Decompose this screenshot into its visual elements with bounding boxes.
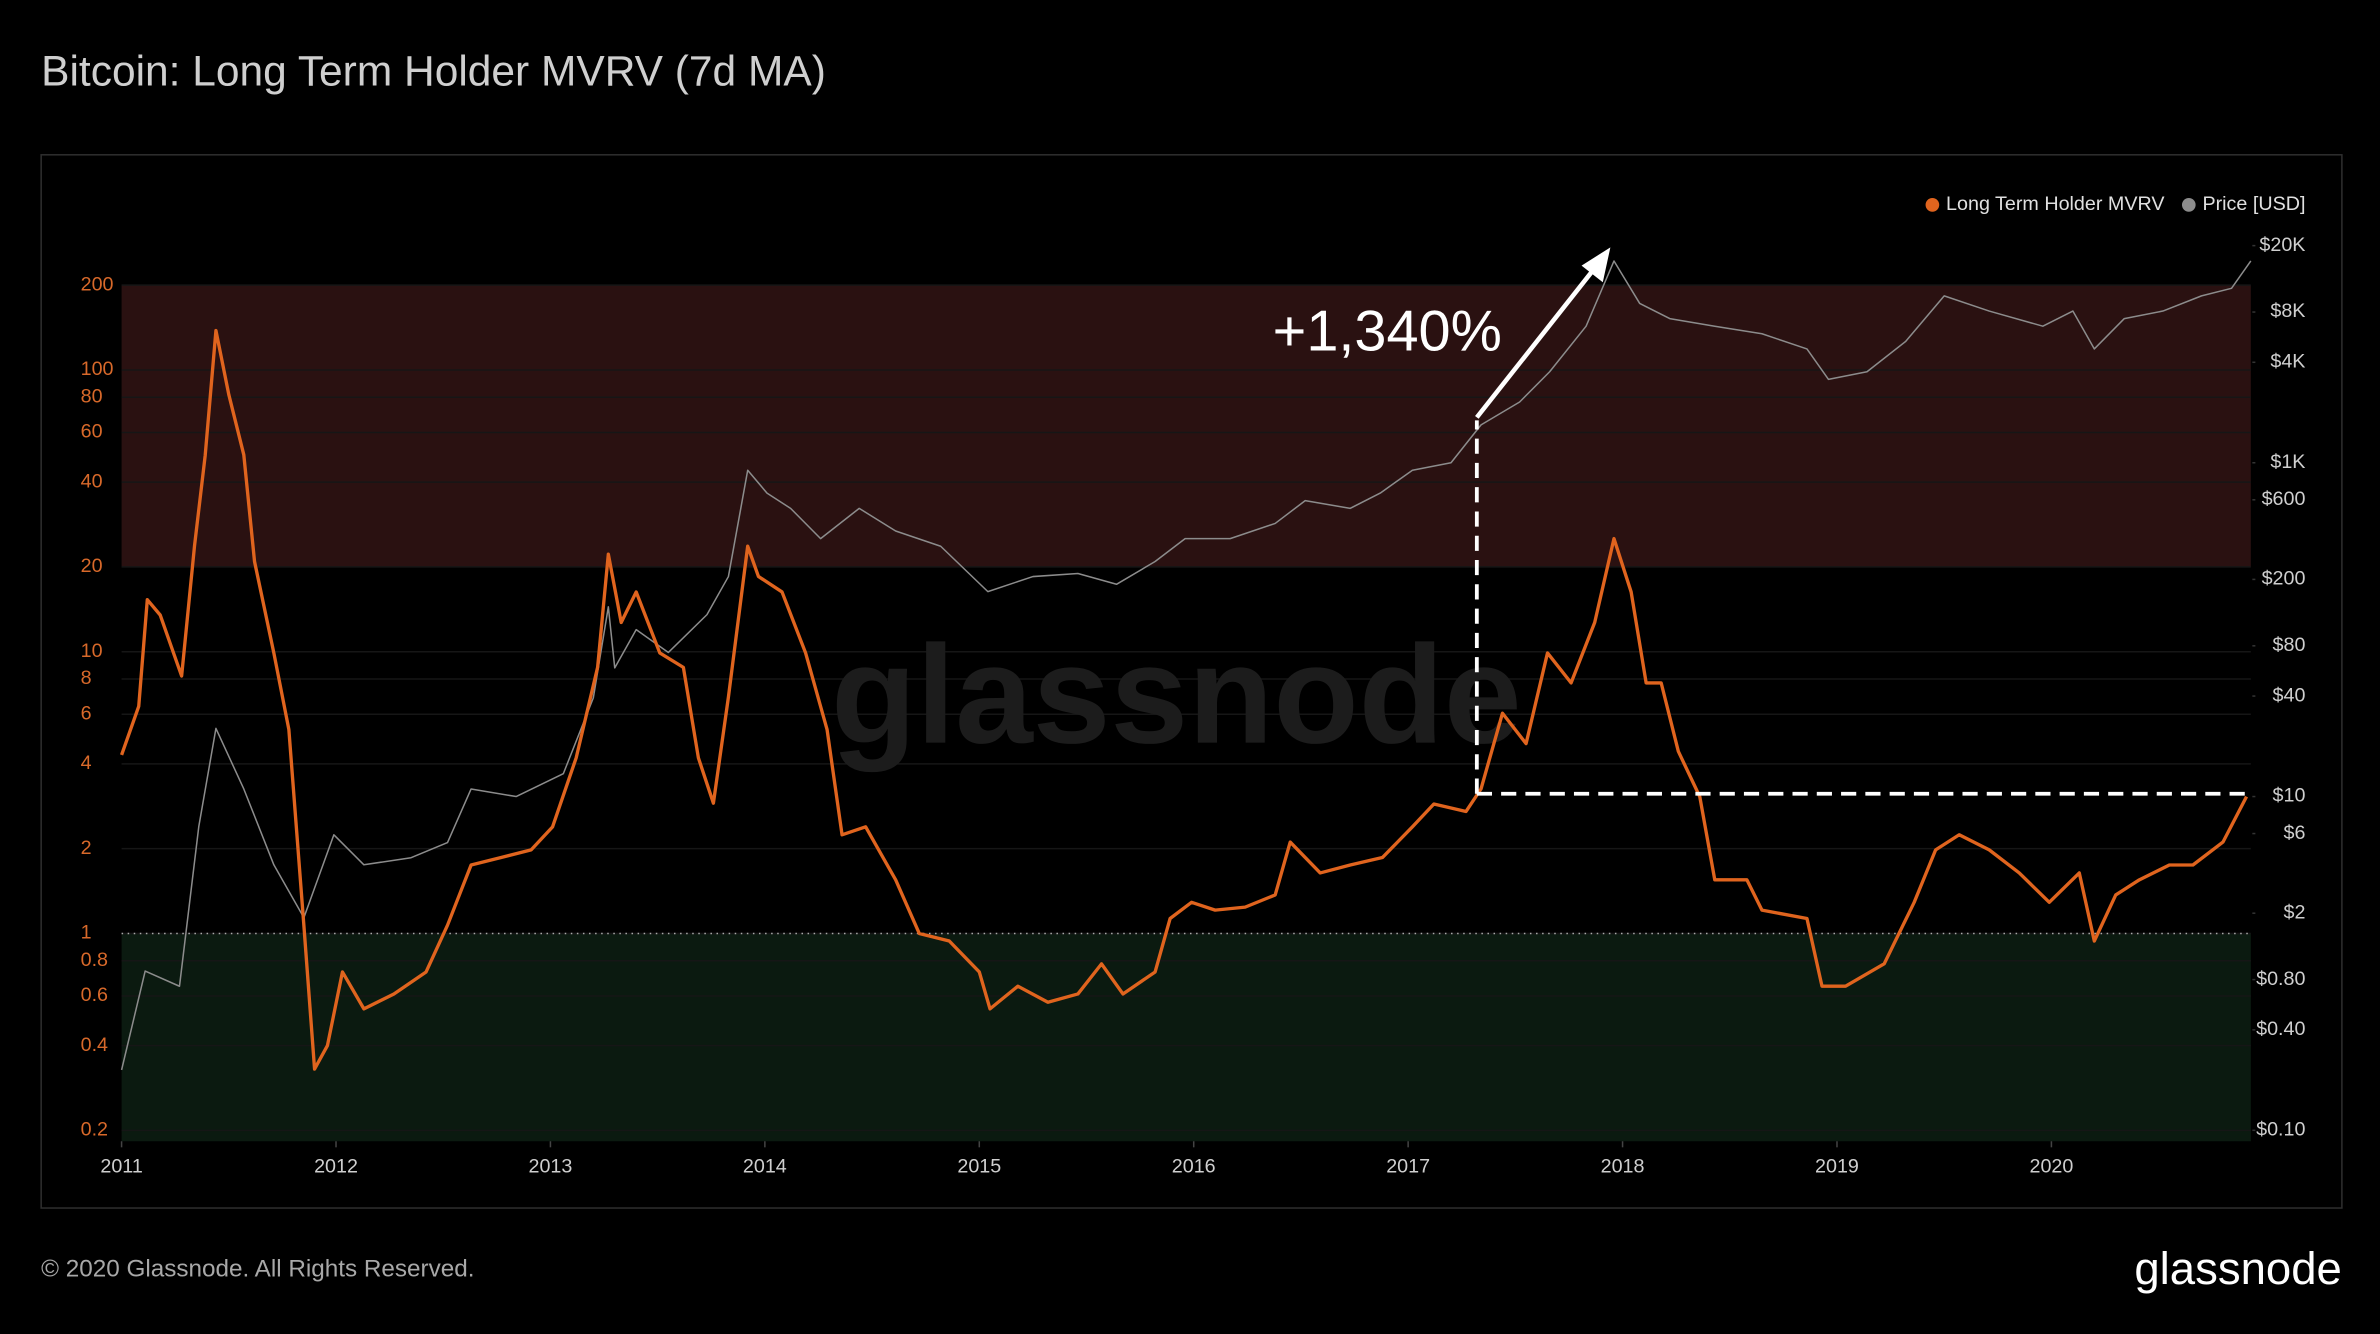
x-tick-label: 2011 — [100, 1155, 142, 1177]
copyright: © 2020 Glassnode. All Rights Reserved. — [41, 1256, 474, 1283]
x-tick-label: 2013 — [528, 1155, 572, 1177]
x-tick-label: 2017 — [1386, 1155, 1430, 1177]
zone — [121, 933, 2251, 1142]
x-tick-label: 2016 — [1172, 1155, 1216, 1177]
y-tick-label: 100 — [81, 358, 114, 380]
arrow-head — [1581, 247, 1611, 283]
y-tick-label: 200 — [81, 273, 114, 295]
y-tick-label: 2 — [81, 837, 92, 859]
y2-tick-label: $0.40 — [2256, 1018, 2305, 1040]
y2-tick-label: $6 — [2284, 822, 2306, 844]
chart-title: Bitcoin: Long Term Holder MVRV (7d MA) — [41, 49, 826, 96]
y-tick-label: 60 — [81, 421, 103, 443]
zones — [121, 284, 2251, 1142]
zone — [121, 285, 2251, 567]
plot: 0.2 0.4 0.6 0.8 1 2 4 6 8 10 20 40 60 80 100 200 $0.10 $0… — [81, 193, 2306, 1177]
y2-tick-label: $10 — [2273, 785, 2306, 807]
legend-marker — [1925, 198, 1940, 212]
x-tick-label: 2019 — [1815, 1155, 1859, 1177]
legend-label: Long Term Holder MVRV — [1946, 193, 2165, 215]
y-tick-label: 20 — [81, 555, 103, 577]
series-line — [120, 260, 2252, 1071]
brand-logo: glassnode — [2134, 1243, 2342, 1294]
y2-tick-label: $80 — [2273, 634, 2306, 656]
y2-tick-label: $4K — [2270, 350, 2305, 372]
x-tick-label: 2020 — [2029, 1155, 2073, 1177]
series-line — [120, 328, 2249, 1071]
y-tick-label: 0.8 — [81, 949, 108, 971]
y2-tick-label: $8K — [2270, 300, 2305, 322]
x-tick-label: 2018 — [1601, 1155, 1645, 1177]
watermark: glassnode — [831, 617, 1521, 773]
annotation: +1,340% — [1273, 300, 1502, 364]
y-tick-label: 8 — [81, 667, 92, 689]
arrow-shaft — [1475, 264, 1599, 419]
y-tick-label: 0.6 — [81, 984, 108, 1006]
x-tick-label: 2014 — [743, 1155, 787, 1177]
y2-tick-label: $2 — [2284, 901, 2306, 923]
y2-tick-label: $1K — [2270, 451, 2305, 473]
y-tick-label: 1 — [81, 922, 92, 944]
y-tick-label: 40 — [81, 470, 103, 492]
y2-tick-label: $0.80 — [2256, 968, 2305, 990]
y-tick-label: 0.2 — [81, 1119, 108, 1141]
y2-tick-label: $200 — [2262, 568, 2306, 590]
x-tick-label: 2012 — [314, 1155, 358, 1177]
y-tick-label: 80 — [81, 385, 103, 407]
y-tick-label: 4 — [81, 752, 92, 774]
x-tick-label: 2015 — [957, 1155, 1001, 1177]
chart-frame — [40, 154, 2343, 1209]
y2-tick-label: $20K — [2259, 234, 2305, 256]
y2-tick-label: $0.10 — [2256, 1119, 2305, 1141]
y-tick-label: 10 — [81, 640, 103, 662]
y2-tick-label: $600 — [2262, 488, 2306, 510]
y2-tick-label: $40 — [2273, 684, 2306, 706]
y-tick-label: 6 — [81, 702, 92, 724]
legend-label: Price [USD] — [2202, 193, 2305, 215]
legend-marker — [2181, 198, 2196, 212]
y-tick-label: 0.4 — [81, 1034, 108, 1056]
